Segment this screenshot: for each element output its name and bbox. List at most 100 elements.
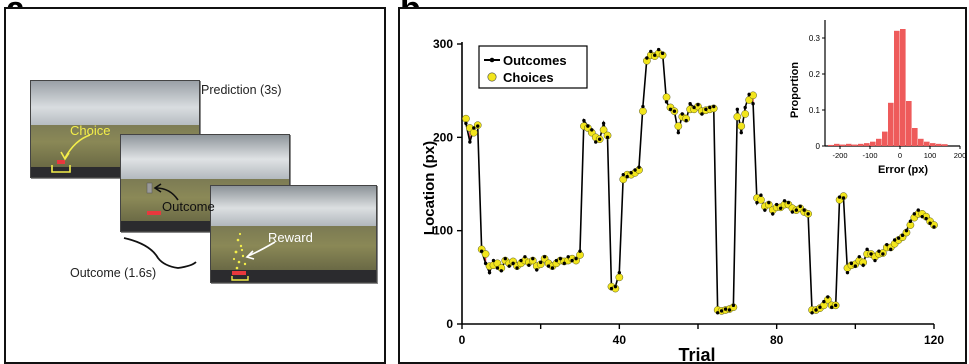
outcome-point — [739, 130, 743, 135]
choice-point — [764, 200, 773, 209]
outcome-point — [767, 200, 771, 205]
histogram-bar — [894, 30, 900, 146]
outcome-point — [696, 102, 700, 107]
choice-point — [615, 273, 624, 282]
outcome-point — [908, 219, 913, 224]
choice-point — [662, 93, 671, 102]
inset-x-tick-label: 100 — [924, 151, 937, 160]
outcome-point — [546, 264, 551, 268]
outcome-point — [676, 130, 681, 135]
outcome-point — [621, 172, 625, 177]
outcome-point — [491, 258, 496, 263]
outcome-point — [566, 255, 570, 259]
outcome-point — [814, 308, 818, 312]
outcome-point — [845, 270, 850, 275]
outcome-point — [712, 104, 716, 109]
prediction-caption: Prediction (3s) — [201, 83, 282, 97]
outcome-point — [826, 295, 830, 299]
outcome-point — [881, 252, 885, 256]
histogram-bar — [834, 143, 840, 146]
outcome-point — [535, 268, 539, 272]
outcome-point — [727, 308, 732, 312]
y-axis-label: Location (px) — [421, 141, 438, 235]
legend-outcomes: Outcomes — [503, 53, 567, 68]
outcome-point — [523, 255, 527, 259]
outcome-point — [841, 196, 846, 200]
outcome-point — [896, 236, 901, 240]
inset-y-tick-label: 0.1 — [809, 106, 821, 115]
outcome-point — [782, 199, 787, 203]
outcome-point — [830, 305, 834, 309]
histogram-bar — [852, 144, 858, 146]
inset-x-tick-label: 0 — [898, 151, 902, 160]
choice-point — [639, 107, 647, 116]
outcome-point — [818, 305, 822, 309]
legend: Outcomes Choices — [478, 45, 588, 89]
outcome-point — [594, 140, 598, 144]
outcome-point — [731, 303, 736, 308]
choice-point — [462, 114, 470, 123]
choice-point — [737, 122, 746, 130]
outcome-point — [468, 140, 472, 144]
outcome-label: Outcome — [162, 199, 215, 214]
outcome-point — [605, 135, 610, 140]
outcome-point — [932, 225, 936, 229]
choice-point — [469, 128, 478, 137]
choice-point — [930, 221, 938, 229]
reward-coins-icon — [232, 232, 247, 270]
x-axis-label: Trial — [678, 345, 715, 364]
x-tick-label: 120 — [924, 333, 944, 347]
choice-point — [658, 51, 667, 60]
histogram-bar — [912, 128, 918, 146]
histogram-bar — [882, 131, 888, 146]
inset-x-label: Error (px) — [878, 164, 928, 176]
outcome-point — [637, 165, 641, 169]
outcome-point — [794, 208, 799, 212]
inset-x-tick-label: -200 — [832, 151, 847, 160]
histogram-bar — [888, 102, 894, 146]
y-tick-label: 100 — [433, 224, 453, 238]
outcome-point — [641, 104, 645, 109]
outcome-point — [464, 121, 468, 126]
outcome-point — [649, 49, 653, 54]
outcome-point — [609, 286, 614, 291]
choice-point — [674, 122, 683, 130]
histogram-bar — [858, 143, 864, 146]
task-screen-reward — [210, 185, 377, 283]
choice-point — [603, 131, 612, 140]
outcome-point — [790, 210, 795, 214]
outcome-point — [531, 256, 535, 261]
outcome-point — [715, 311, 720, 315]
outcome-point — [684, 118, 688, 123]
outcome-point — [629, 171, 633, 175]
choice-bucket-icon — [51, 165, 71, 173]
reward-label: Reward — [268, 230, 313, 245]
outcome-arrow-icon — [155, 187, 179, 201]
histogram-bar — [930, 143, 936, 146]
outcome-point — [507, 264, 511, 268]
histogram-bar — [900, 29, 906, 146]
outcome-point — [802, 208, 806, 212]
outcome-point — [680, 112, 684, 116]
outcome-point — [774, 202, 779, 207]
outcome-point — [885, 242, 889, 247]
outcome-point — [920, 214, 924, 219]
outcome-point — [889, 247, 893, 252]
outcome-point — [597, 137, 602, 141]
histogram-bar — [876, 138, 882, 146]
outcome-point — [562, 261, 566, 266]
outcome-point — [861, 263, 865, 267]
outcome-point — [590, 128, 594, 132]
inset-y-tick-label: 0 — [816, 142, 821, 151]
outcome-point — [837, 195, 842, 199]
brace-icon — [123, 237, 197, 269]
inset-y-tick-label: 0.3 — [809, 34, 821, 43]
outcome-point — [542, 255, 547, 259]
choice-point — [682, 114, 691, 123]
outcome-point — [617, 270, 622, 275]
outcome-point — [578, 249, 582, 253]
outcome-point — [857, 255, 861, 259]
outcome-point — [495, 266, 500, 270]
choice-point — [536, 260, 545, 269]
choice-point — [741, 110, 750, 118]
